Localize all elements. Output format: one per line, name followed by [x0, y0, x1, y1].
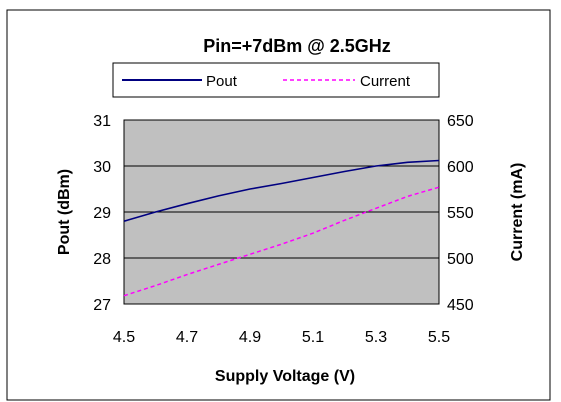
series-line-pout [123, 159, 440, 222]
y-left-tick-label: 30 [93, 159, 111, 176]
y-left-tick-label: 27 [93, 297, 111, 314]
x-tick-label: 5.5 [428, 329, 450, 346]
tick-labels: 27 28 29 30 31 450 500 550 600 650 4.5 4.7 4.9 5.1 5.3… [93, 113, 474, 346]
y-right-tick-label: 600 [447, 159, 474, 176]
legend-label-current: Current [360, 73, 411, 90]
x-tick-label: 4.9 [239, 329, 261, 346]
legend: Pout Current [112, 62, 440, 98]
gridlines [124, 119, 439, 305]
legend-label-pout: Pout [206, 73, 238, 90]
y-axis-right-title: Current (mA) [509, 163, 526, 262]
x-tick-label: 4.7 [176, 329, 198, 346]
x-tick-label: 5.3 [365, 329, 387, 346]
y-right-tick-label: 500 [447, 251, 474, 268]
x-tick-label: 5.1 [302, 329, 324, 346]
y-left-tick-label: 31 [93, 113, 111, 130]
y-right-tick-label: 550 [447, 205, 474, 222]
y-left-tick-label: 29 [93, 205, 111, 222]
x-axis-title: Supply Voltage (V) [215, 368, 355, 385]
y-right-tick-label: 650 [447, 113, 474, 130]
x-tick-label: 4.5 [113, 329, 135, 346]
y-axis-left-title: Pout (dBm) [56, 169, 73, 255]
chart-title: Pin=+7dBm @ 2.5GHz [203, 36, 391, 56]
y-right-tick-label: 450 [447, 297, 474, 314]
series-lines [123, 159, 440, 297]
y-left-tick-label: 28 [93, 251, 111, 268]
